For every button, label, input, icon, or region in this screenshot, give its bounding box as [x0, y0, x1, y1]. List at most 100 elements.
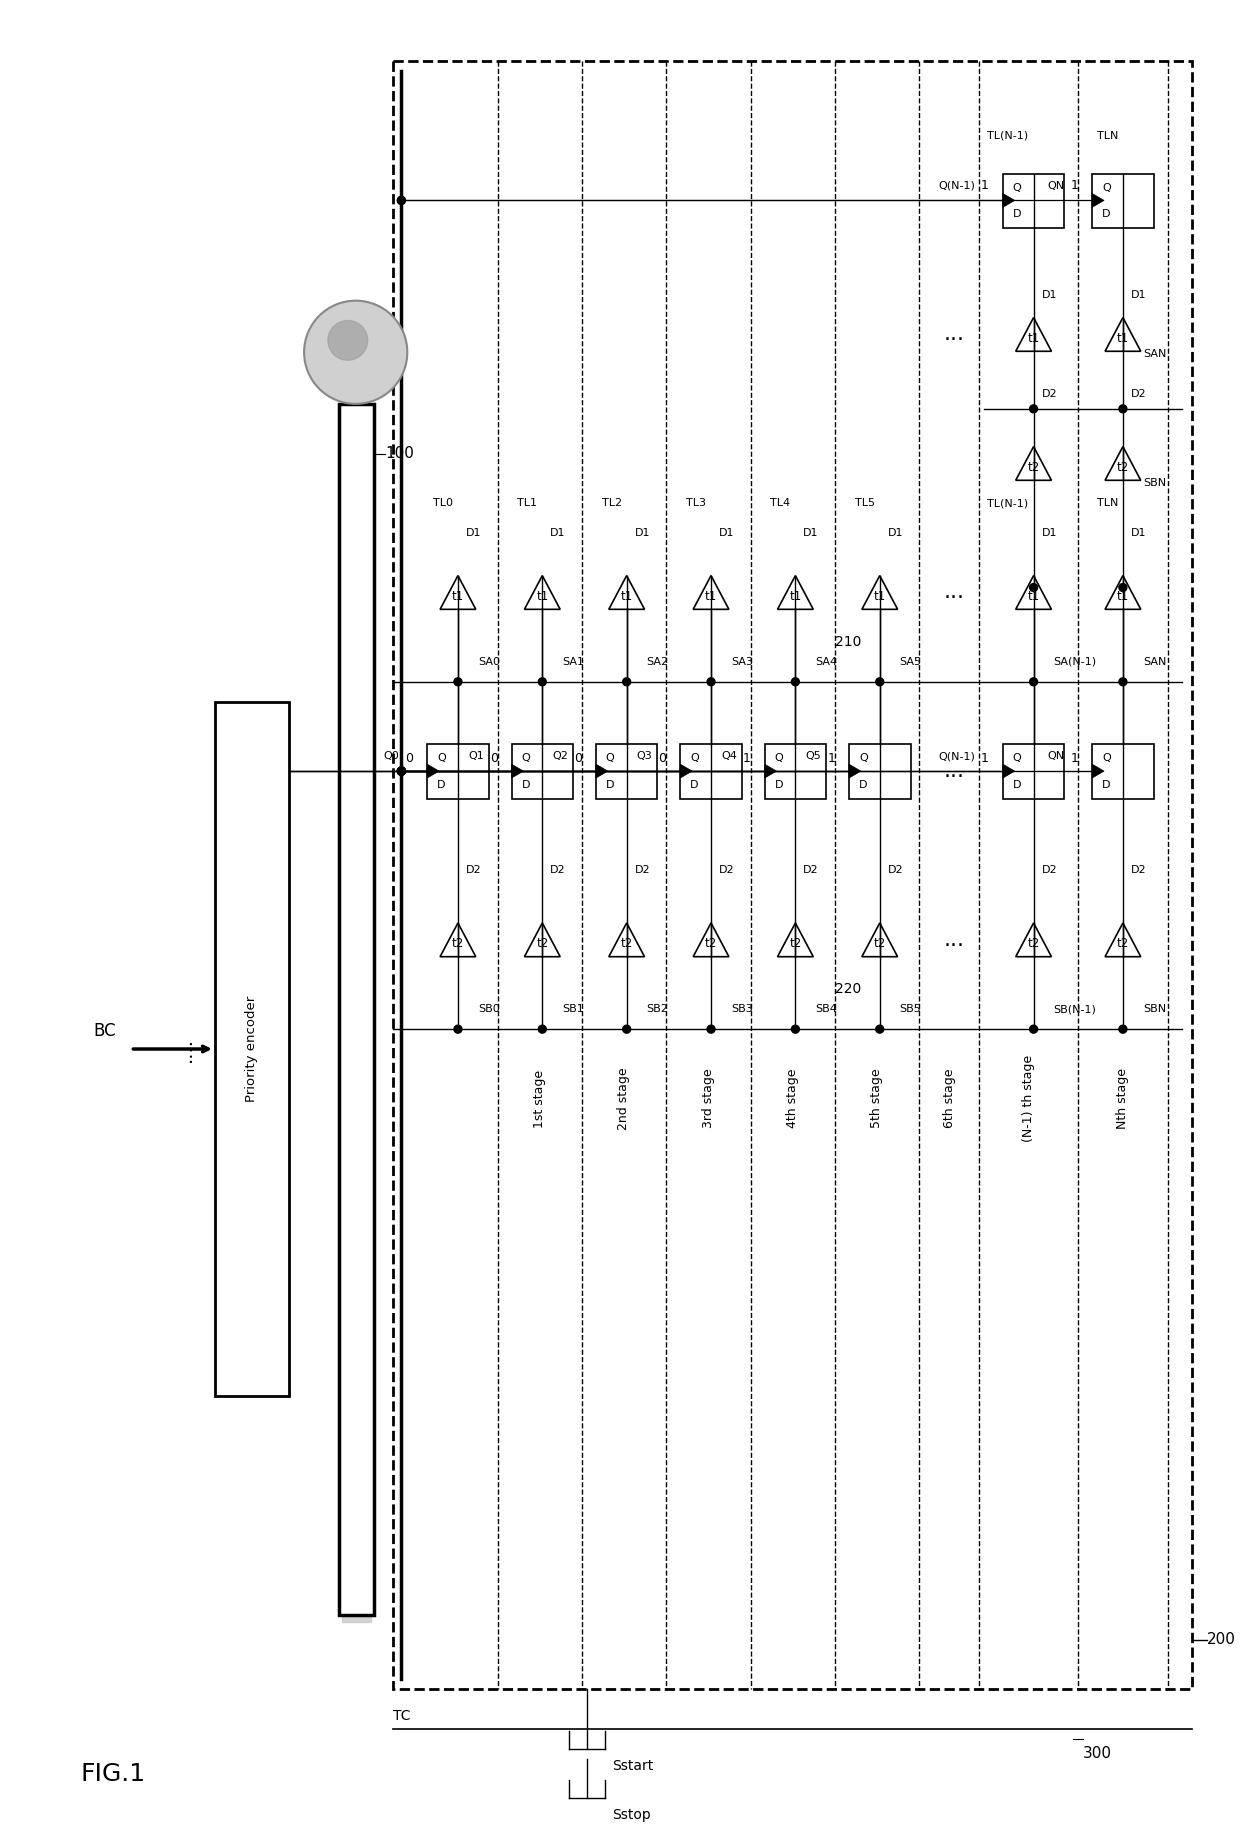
Text: t2: t2	[536, 938, 548, 951]
Text: D: D	[1013, 209, 1022, 218]
Text: TLN: TLN	[1096, 498, 1118, 509]
Text: Q: Q	[691, 753, 699, 764]
Text: D2: D2	[1131, 389, 1147, 398]
Text: Q: Q	[1013, 182, 1022, 193]
Text: t2: t2	[790, 938, 801, 951]
Text: t1: t1	[536, 589, 548, 602]
Text: ...: ...	[944, 325, 965, 345]
Text: Q3: Q3	[636, 751, 652, 762]
Text: D1: D1	[1131, 290, 1146, 299]
Text: 3rd stage: 3rd stage	[702, 1069, 714, 1129]
Circle shape	[397, 767, 405, 775]
Text: t2: t2	[1028, 938, 1039, 951]
Text: SA5: SA5	[899, 657, 921, 666]
Bar	[512, 744, 573, 799]
Circle shape	[454, 1024, 463, 1034]
Circle shape	[397, 767, 405, 775]
Polygon shape	[1092, 193, 1104, 207]
Text: SA3: SA3	[730, 657, 753, 666]
Text: D1: D1	[888, 529, 903, 538]
Bar	[339, 404, 373, 1614]
Text: D1: D1	[1042, 290, 1056, 299]
Bar	[765, 744, 826, 799]
Circle shape	[397, 767, 405, 775]
Text: (N-1) th stage: (N-1) th stage	[1022, 1056, 1035, 1142]
Text: 220: 220	[835, 982, 862, 997]
Text: TL0: TL0	[433, 498, 453, 509]
Circle shape	[1118, 1024, 1127, 1034]
Text: D1: D1	[1042, 529, 1056, 538]
Text: SBN: SBN	[1143, 1004, 1166, 1013]
Text: Q: Q	[436, 753, 446, 764]
Text: TL2: TL2	[601, 498, 621, 509]
Text: Q: Q	[1013, 753, 1022, 764]
Text: Sstop: Sstop	[611, 1808, 651, 1823]
Text: D2: D2	[719, 865, 734, 876]
Text: SBN: SBN	[1143, 479, 1166, 488]
Circle shape	[875, 677, 884, 687]
Circle shape	[397, 767, 405, 775]
Text: SB5: SB5	[899, 1004, 921, 1013]
Text: TLN: TLN	[1096, 130, 1118, 141]
Text: 1: 1	[827, 751, 835, 766]
Circle shape	[397, 767, 405, 775]
Text: Nth stage: Nth stage	[1116, 1069, 1130, 1129]
Polygon shape	[765, 764, 776, 778]
Text: D: D	[606, 780, 614, 789]
Bar	[1003, 744, 1064, 799]
Text: Q2: Q2	[552, 751, 568, 762]
Text: D: D	[1013, 780, 1022, 789]
Text: SA1: SA1	[562, 657, 584, 666]
Bar	[849, 744, 910, 799]
Text: Q: Q	[775, 753, 784, 764]
Circle shape	[327, 321, 367, 360]
Text: D2: D2	[551, 865, 565, 876]
Text: t1: t1	[704, 589, 717, 602]
Text: Q: Q	[859, 753, 868, 764]
Polygon shape	[1092, 764, 1104, 778]
Text: Q5: Q5	[806, 751, 821, 762]
Circle shape	[875, 1024, 884, 1034]
Text: t1: t1	[1028, 332, 1039, 345]
Circle shape	[622, 1024, 631, 1034]
Text: SA(N-1): SA(N-1)	[1054, 657, 1096, 666]
Circle shape	[1118, 406, 1127, 413]
Text: t2: t2	[451, 938, 464, 951]
Text: Priority encoder: Priority encoder	[246, 995, 258, 1102]
Text: t1: t1	[451, 589, 464, 602]
Polygon shape	[1003, 764, 1014, 778]
Text: D: D	[859, 780, 868, 789]
Text: TL3: TL3	[686, 498, 706, 509]
Circle shape	[397, 767, 405, 775]
Circle shape	[1029, 406, 1038, 413]
Circle shape	[538, 1024, 547, 1034]
Text: D2: D2	[1042, 389, 1058, 398]
Circle shape	[454, 677, 463, 687]
Text: D1: D1	[1131, 529, 1146, 538]
Polygon shape	[1003, 193, 1014, 207]
Text: 1: 1	[981, 751, 988, 766]
Text: D2: D2	[804, 865, 818, 876]
Text: QN: QN	[1048, 751, 1064, 762]
Text: SA4: SA4	[815, 657, 837, 666]
Circle shape	[791, 1024, 800, 1034]
Text: 1st stage: 1st stage	[533, 1070, 546, 1127]
Text: t1: t1	[790, 589, 801, 602]
Text: Q(N-1): Q(N-1)	[939, 751, 975, 762]
Circle shape	[397, 196, 405, 204]
Circle shape	[1118, 677, 1127, 687]
Text: Sstart: Sstart	[611, 1759, 653, 1772]
Bar	[427, 744, 489, 799]
Text: D1: D1	[635, 529, 650, 538]
Circle shape	[397, 767, 405, 775]
Text: t2: t2	[1028, 461, 1039, 474]
Text: 1: 1	[981, 180, 988, 193]
Text: SB2: SB2	[646, 1004, 668, 1013]
Text: D: D	[436, 780, 445, 789]
Text: SAN: SAN	[1143, 657, 1166, 666]
Text: SA2: SA2	[646, 657, 668, 666]
Text: Q4: Q4	[720, 751, 737, 762]
Text: Q(N-1): Q(N-1)	[939, 180, 975, 191]
Text: 0: 0	[405, 751, 413, 766]
Circle shape	[1118, 584, 1127, 591]
